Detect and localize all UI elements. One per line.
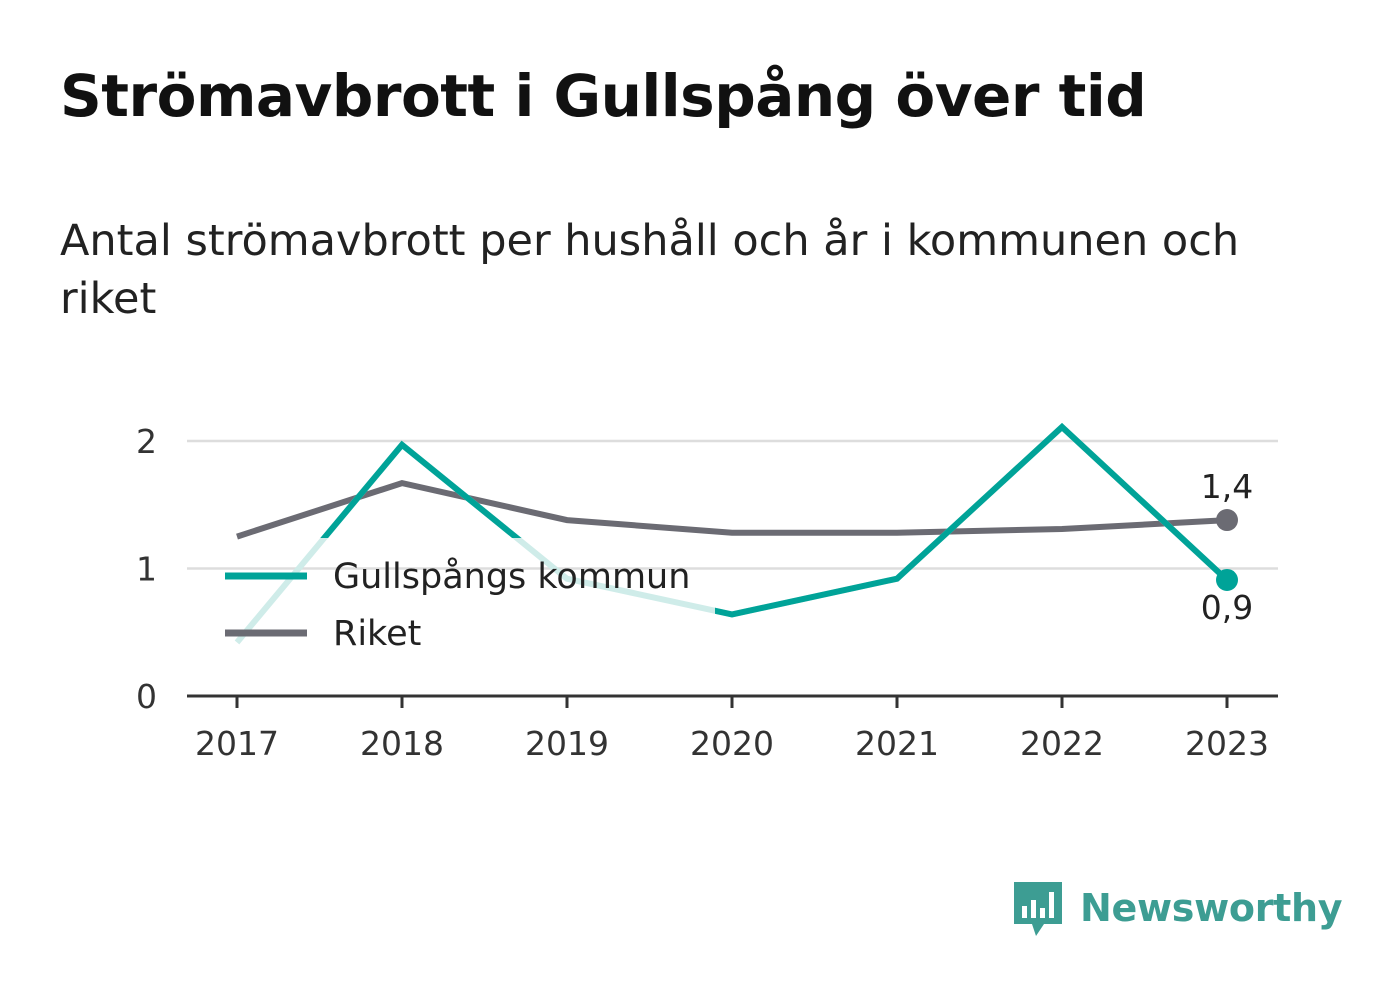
x-tick-label: 2019 xyxy=(525,724,609,763)
end-value-label: 0,9 xyxy=(1201,588,1253,627)
newsworthy-logo-icon xyxy=(1014,882,1062,936)
series-layer xyxy=(234,422,1238,645)
y-tick-label: 1 xyxy=(136,550,157,589)
x-tick-label: 2020 xyxy=(690,724,774,763)
series-line xyxy=(236,479,1228,540)
series-end-marker xyxy=(1216,568,1238,591)
grid-layer xyxy=(187,439,1278,570)
x-tick-label: 2017 xyxy=(195,724,279,763)
end-labels: 1,4 0,9 xyxy=(1201,467,1253,627)
chart-subtitle: Antal strömavbrott per hushåll och år i … xyxy=(60,216,1240,324)
legend-label: Gullspångs kommun xyxy=(333,556,690,597)
end-value-label: 1,4 xyxy=(1201,467,1253,506)
chart-title: Strömavbrott i Gullspång över tid xyxy=(60,62,1147,130)
x-tick-label: 2018 xyxy=(360,724,444,763)
x-tick-label: 2023 xyxy=(1185,724,1269,763)
legend-label: Riket xyxy=(333,614,421,654)
line-chart: 0 1 2 2017 2018 2019 2020 2021 2022 2023 Gullspån… xyxy=(136,422,1278,763)
y-tick-label: 0 xyxy=(136,677,157,716)
x-tick-label: 2022 xyxy=(1020,724,1104,763)
legend: Gullspångs kommun Riket xyxy=(225,556,690,654)
y-tick-label: 2 xyxy=(136,422,157,461)
axis-layer: 0 1 2 2017 2018 2019 2020 2021 2022 2023 xyxy=(136,422,1278,763)
newsworthy-logo-text: Newsworthy xyxy=(1080,886,1343,930)
x-tick-label: 2021 xyxy=(855,724,939,763)
newsworthy-logo: Newsworthy xyxy=(1010,878,1343,938)
series-line xyxy=(234,422,1230,645)
series-end-marker xyxy=(1216,509,1238,532)
